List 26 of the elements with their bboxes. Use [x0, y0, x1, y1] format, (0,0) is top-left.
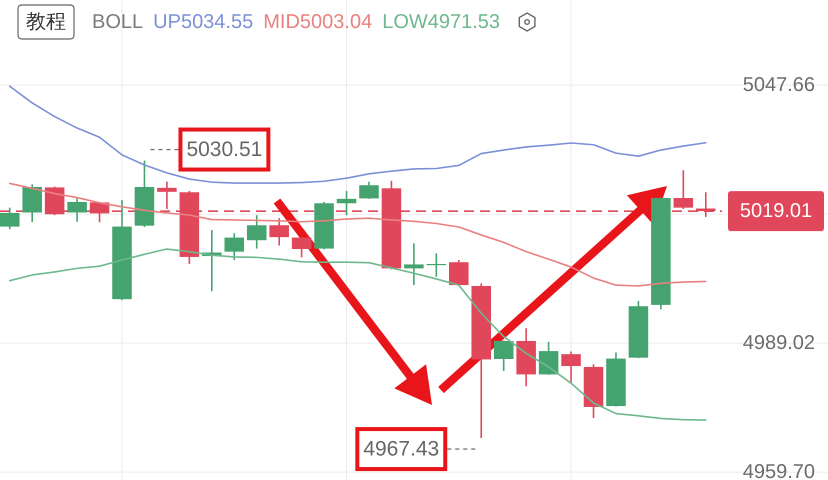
annotation: 4967.43: [355, 427, 476, 472]
candlestick: [449, 259, 469, 286]
ref-line-label: 5019.01: [740, 200, 812, 222]
title: 教程: [17, 4, 75, 40]
y-tick-label: 5047.66: [742, 74, 815, 96]
candlestick: [336, 190, 356, 216]
candlestick: [0, 206, 20, 230]
candlestick: [561, 350, 581, 384]
candlestick: [224, 232, 244, 261]
annotation: 5030.51: [150, 128, 270, 172]
candlestick: [292, 236, 312, 258]
candlestick: [494, 340, 514, 372]
candlestick: [269, 217, 289, 246]
annotation: 5030.51: [186, 138, 262, 162]
candlestick: [246, 214, 266, 250]
annotation: 4967.43: [363, 438, 440, 461]
candlestick: [696, 191, 716, 218]
candlestick: [157, 180, 177, 210]
candlestick: [359, 180, 379, 200]
y-tick-label: 4989.02: [742, 332, 815, 354]
candlestick: [404, 242, 424, 286]
candlestick: [674, 169, 694, 210]
candlestick: [67, 198, 87, 223]
candlestick: [538, 341, 558, 376]
legend: BOLL UP5034.55 MID5003.04 LOW4971.53: [92, 11, 500, 33]
y-tick-label: 4959.70: [742, 461, 815, 480]
